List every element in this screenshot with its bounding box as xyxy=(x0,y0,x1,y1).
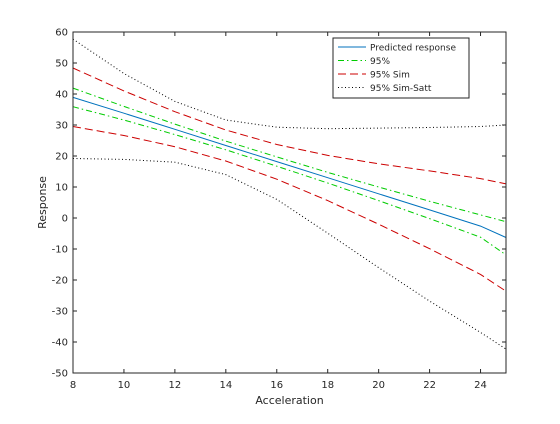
x-tick-label: 22 xyxy=(423,380,436,391)
series-line-4 xyxy=(72,126,507,292)
y-tick-label: 30 xyxy=(55,121,68,132)
x-tick-label: 10 xyxy=(118,380,131,391)
y-tick-label: 20 xyxy=(55,152,68,163)
series-layer xyxy=(72,38,507,350)
legend-label: 95% Sim-Satt xyxy=(370,84,432,94)
x-tick-label: 24 xyxy=(474,380,487,391)
y-axis-label: Response xyxy=(36,176,49,229)
x-tick-label: 14 xyxy=(219,380,232,391)
x-tick-label: 8 xyxy=(70,380,76,391)
x-axis-label: Acceleration xyxy=(255,394,323,407)
y-tick-label: -20 xyxy=(52,276,68,287)
series-line-1 xyxy=(72,87,507,223)
legend-label: 95% xyxy=(370,57,390,67)
y-tick-label: 40 xyxy=(55,90,68,101)
y-tick-label: 60 xyxy=(55,28,68,39)
axis-ticks: 8 10 12 14 16 18 20 22 24 -50 -40 -30 -20 -10 0 10 20 30 4… xyxy=(52,28,506,391)
y-tick-label: -10 xyxy=(52,245,68,256)
y-tick-label: -50 xyxy=(52,369,68,380)
y-tick-label: 10 xyxy=(55,183,68,194)
legend-label: Predicted response xyxy=(370,44,456,54)
x-tick-label: 18 xyxy=(321,380,334,391)
y-tick-label: 50 xyxy=(55,59,68,70)
series-line-2 xyxy=(72,106,507,256)
legend-label: 95% Sim xyxy=(370,71,410,81)
y-tick-label: -40 xyxy=(52,338,68,349)
series-line-0 xyxy=(72,96,507,238)
x-tick-label: 20 xyxy=(372,380,385,391)
x-tick-label: 16 xyxy=(270,380,283,391)
series-line-3 xyxy=(72,67,507,185)
y-tick-label: -30 xyxy=(52,307,68,318)
legend: Predicted response 95% 95% Sim 95% Sim-Satt xyxy=(332,37,470,99)
y-tick-label: 0 xyxy=(62,214,68,225)
series-line-6 xyxy=(72,158,507,350)
x-tick-label: 12 xyxy=(169,380,182,391)
plot-area-frame xyxy=(72,31,507,374)
